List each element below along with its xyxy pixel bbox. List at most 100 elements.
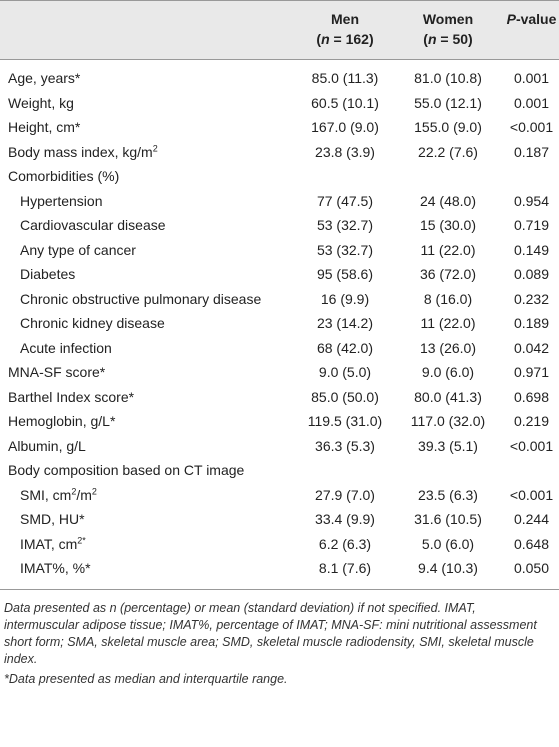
value-cell: 0.244 xyxy=(504,507,559,532)
value-cell: 36 (72.0) xyxy=(392,262,504,287)
table-row: SMI, cm2/m2 27.9 (7.0) 23.5 (6.3) <0.001 xyxy=(0,483,559,508)
table-body: Age, years* 85.0 (11.3) 81.0 (10.8) 0.001 We… xyxy=(0,60,559,590)
value-cell xyxy=(504,458,559,483)
header-cell: (n = 162) xyxy=(298,29,392,60)
value: 0.189 xyxy=(513,315,550,332)
value-cell: 36.3 (5.3) xyxy=(298,434,392,459)
value-cell: 0.149 xyxy=(504,238,559,263)
text: Hemoglobin, g/L* xyxy=(8,413,116,430)
table-row: IMAT, cm2* 6.2 (6.3) 5.0 (6.0) 0.648 xyxy=(0,532,559,557)
text: Women xyxy=(422,11,474,27)
value: 0.187 xyxy=(513,143,550,160)
value-cell: 9.4 (10.3) xyxy=(392,556,504,590)
value: 0.089 xyxy=(513,266,550,283)
value: 119.5 (31.0) xyxy=(307,413,383,430)
text: Weight, kg xyxy=(8,94,74,111)
table-row: Any type of cancer 53 (32.7) 11 (22.0) 0.14… xyxy=(0,238,559,263)
header-cell xyxy=(504,29,559,60)
note: Data presented as n (percentage) or mean… xyxy=(4,600,537,666)
text: MNA-SF score* xyxy=(8,364,106,381)
text: Body mass index, kg/m xyxy=(8,143,153,160)
text: = 50) xyxy=(436,31,473,47)
row-label: Age, years* xyxy=(0,60,298,91)
value-cell: 16 (9.9) xyxy=(298,287,392,312)
value-cell: 95 (58.6) xyxy=(298,262,392,287)
value: 31.6 (10.5) xyxy=(414,511,482,528)
value: 53 (32.7) xyxy=(316,217,374,234)
value-cell: 31.6 (10.5) xyxy=(392,507,504,532)
row-label: Hemoglobin, g/L* xyxy=(0,409,298,434)
table-row: Hypertension 77 (47.5) 24 (48.0) 0.954 xyxy=(0,189,559,214)
value-cell: 80.0 (41.3) xyxy=(392,385,504,410)
value-cell: 24 (48.0) xyxy=(392,189,504,214)
note: *Data presented as median and interquart… xyxy=(4,671,288,686)
value: 0.648 xyxy=(513,535,550,552)
value-cell: 85.0 (50.0) xyxy=(298,385,392,410)
text: Any type of cancer xyxy=(20,241,136,258)
value: 11 (22.0) xyxy=(420,241,476,258)
value-cell: 68 (42.0) xyxy=(298,336,392,361)
value-cell: 0.954 xyxy=(504,189,559,214)
table-row: Body mass index, kg/m2 23.8 (3.9) 22.2 (7.… xyxy=(0,140,559,165)
row-label: MNA-SF score* xyxy=(0,360,298,385)
table-row: Body composition based on CT image xyxy=(0,458,559,483)
value-cell xyxy=(298,458,392,483)
table-row: Diabetes 95 (58.6) 36 (72.0) 0.089 xyxy=(0,262,559,287)
value-cell: 81.0 (10.8) xyxy=(392,60,504,91)
table-row: Chronic kidney disease 23 (14.2) 11 (22.0)… xyxy=(0,311,559,336)
table-row: Hemoglobin, g/L* 119.5 (31.0) 117.0 (32.0)… xyxy=(0,409,559,434)
text: Cardiovascular disease xyxy=(20,217,166,234)
table-row: Acute infection 68 (42.0) 13 (26.0) 0.042 xyxy=(0,336,559,361)
table-row: Barthel Index score* 85.0 (50.0) 80.0 (41.… xyxy=(0,385,559,410)
value: 0.219 xyxy=(513,413,550,430)
text: = 162) xyxy=(329,31,374,47)
value-cell: <0.001 xyxy=(504,483,559,508)
value: <0.001 xyxy=(509,486,554,503)
value: 53 (32.7) xyxy=(316,241,374,258)
value-cell: 167.0 (9.0) xyxy=(298,115,392,140)
text: Acute infection xyxy=(20,339,112,356)
value-cell: 0.187 xyxy=(504,140,559,165)
value-cell: 0.971 xyxy=(504,360,559,385)
value-cell: 22.2 (7.6) xyxy=(392,140,504,165)
table-row: Cardiovascular disease 53 (32.7) 15 (30.0)… xyxy=(0,213,559,238)
header-cell: Men xyxy=(298,0,392,29)
text: ( xyxy=(316,31,322,47)
value-cell: 0.219 xyxy=(504,409,559,434)
value: 27.9 (7.0) xyxy=(315,486,375,503)
value-cell: 13 (26.0) xyxy=(392,336,504,361)
value-cell: 0.698 xyxy=(504,385,559,410)
value-cell: 0.042 xyxy=(504,336,559,361)
value-cell: 23.5 (6.3) xyxy=(392,483,504,508)
row-label: Chronic kidney disease xyxy=(0,311,298,336)
text: Age, years* xyxy=(8,70,81,87)
text: Height, cm* xyxy=(8,119,81,136)
superscript: 2 xyxy=(152,143,158,154)
value: 0.232 xyxy=(513,290,550,307)
value: 68 (42.0) xyxy=(316,339,374,356)
value-cell: 15 (30.0) xyxy=(392,213,504,238)
value: 155.0 (9.0) xyxy=(414,119,482,136)
row-label: IMAT, cm2* xyxy=(0,532,298,557)
row-label: Height, cm* xyxy=(0,115,298,140)
value: 6.2 (6.3) xyxy=(318,535,372,552)
value: 33.4 (9.9) xyxy=(315,511,375,528)
value: 24 (48.0) xyxy=(419,192,477,209)
value: 0.001 xyxy=(513,94,550,111)
value: 9.0 (6.0) xyxy=(421,364,475,381)
value-cell: 8.1 (7.6) xyxy=(298,556,392,590)
row-label: SMD, HU* xyxy=(0,507,298,532)
value-cell: 39.3 (5.1) xyxy=(392,434,504,459)
value-cell: 0.089 xyxy=(504,262,559,287)
value-cell: 9.0 (6.0) xyxy=(392,360,504,385)
text: Comorbidities (%) xyxy=(8,168,120,185)
value: 36.3 (5.3) xyxy=(315,437,375,454)
italic-text: n xyxy=(427,31,437,47)
value-cell: 0.001 xyxy=(504,60,559,91)
value: 0.698 xyxy=(513,388,550,405)
table-row: Albumin, g/L 36.3 (5.3) 39.3 (5.1) <0.001 xyxy=(0,434,559,459)
text: ( xyxy=(423,31,428,47)
row-label: Comorbidities (%) xyxy=(0,164,298,189)
text: Chronic kidney disease xyxy=(20,315,165,332)
value-cell: 53 (32.7) xyxy=(298,213,392,238)
